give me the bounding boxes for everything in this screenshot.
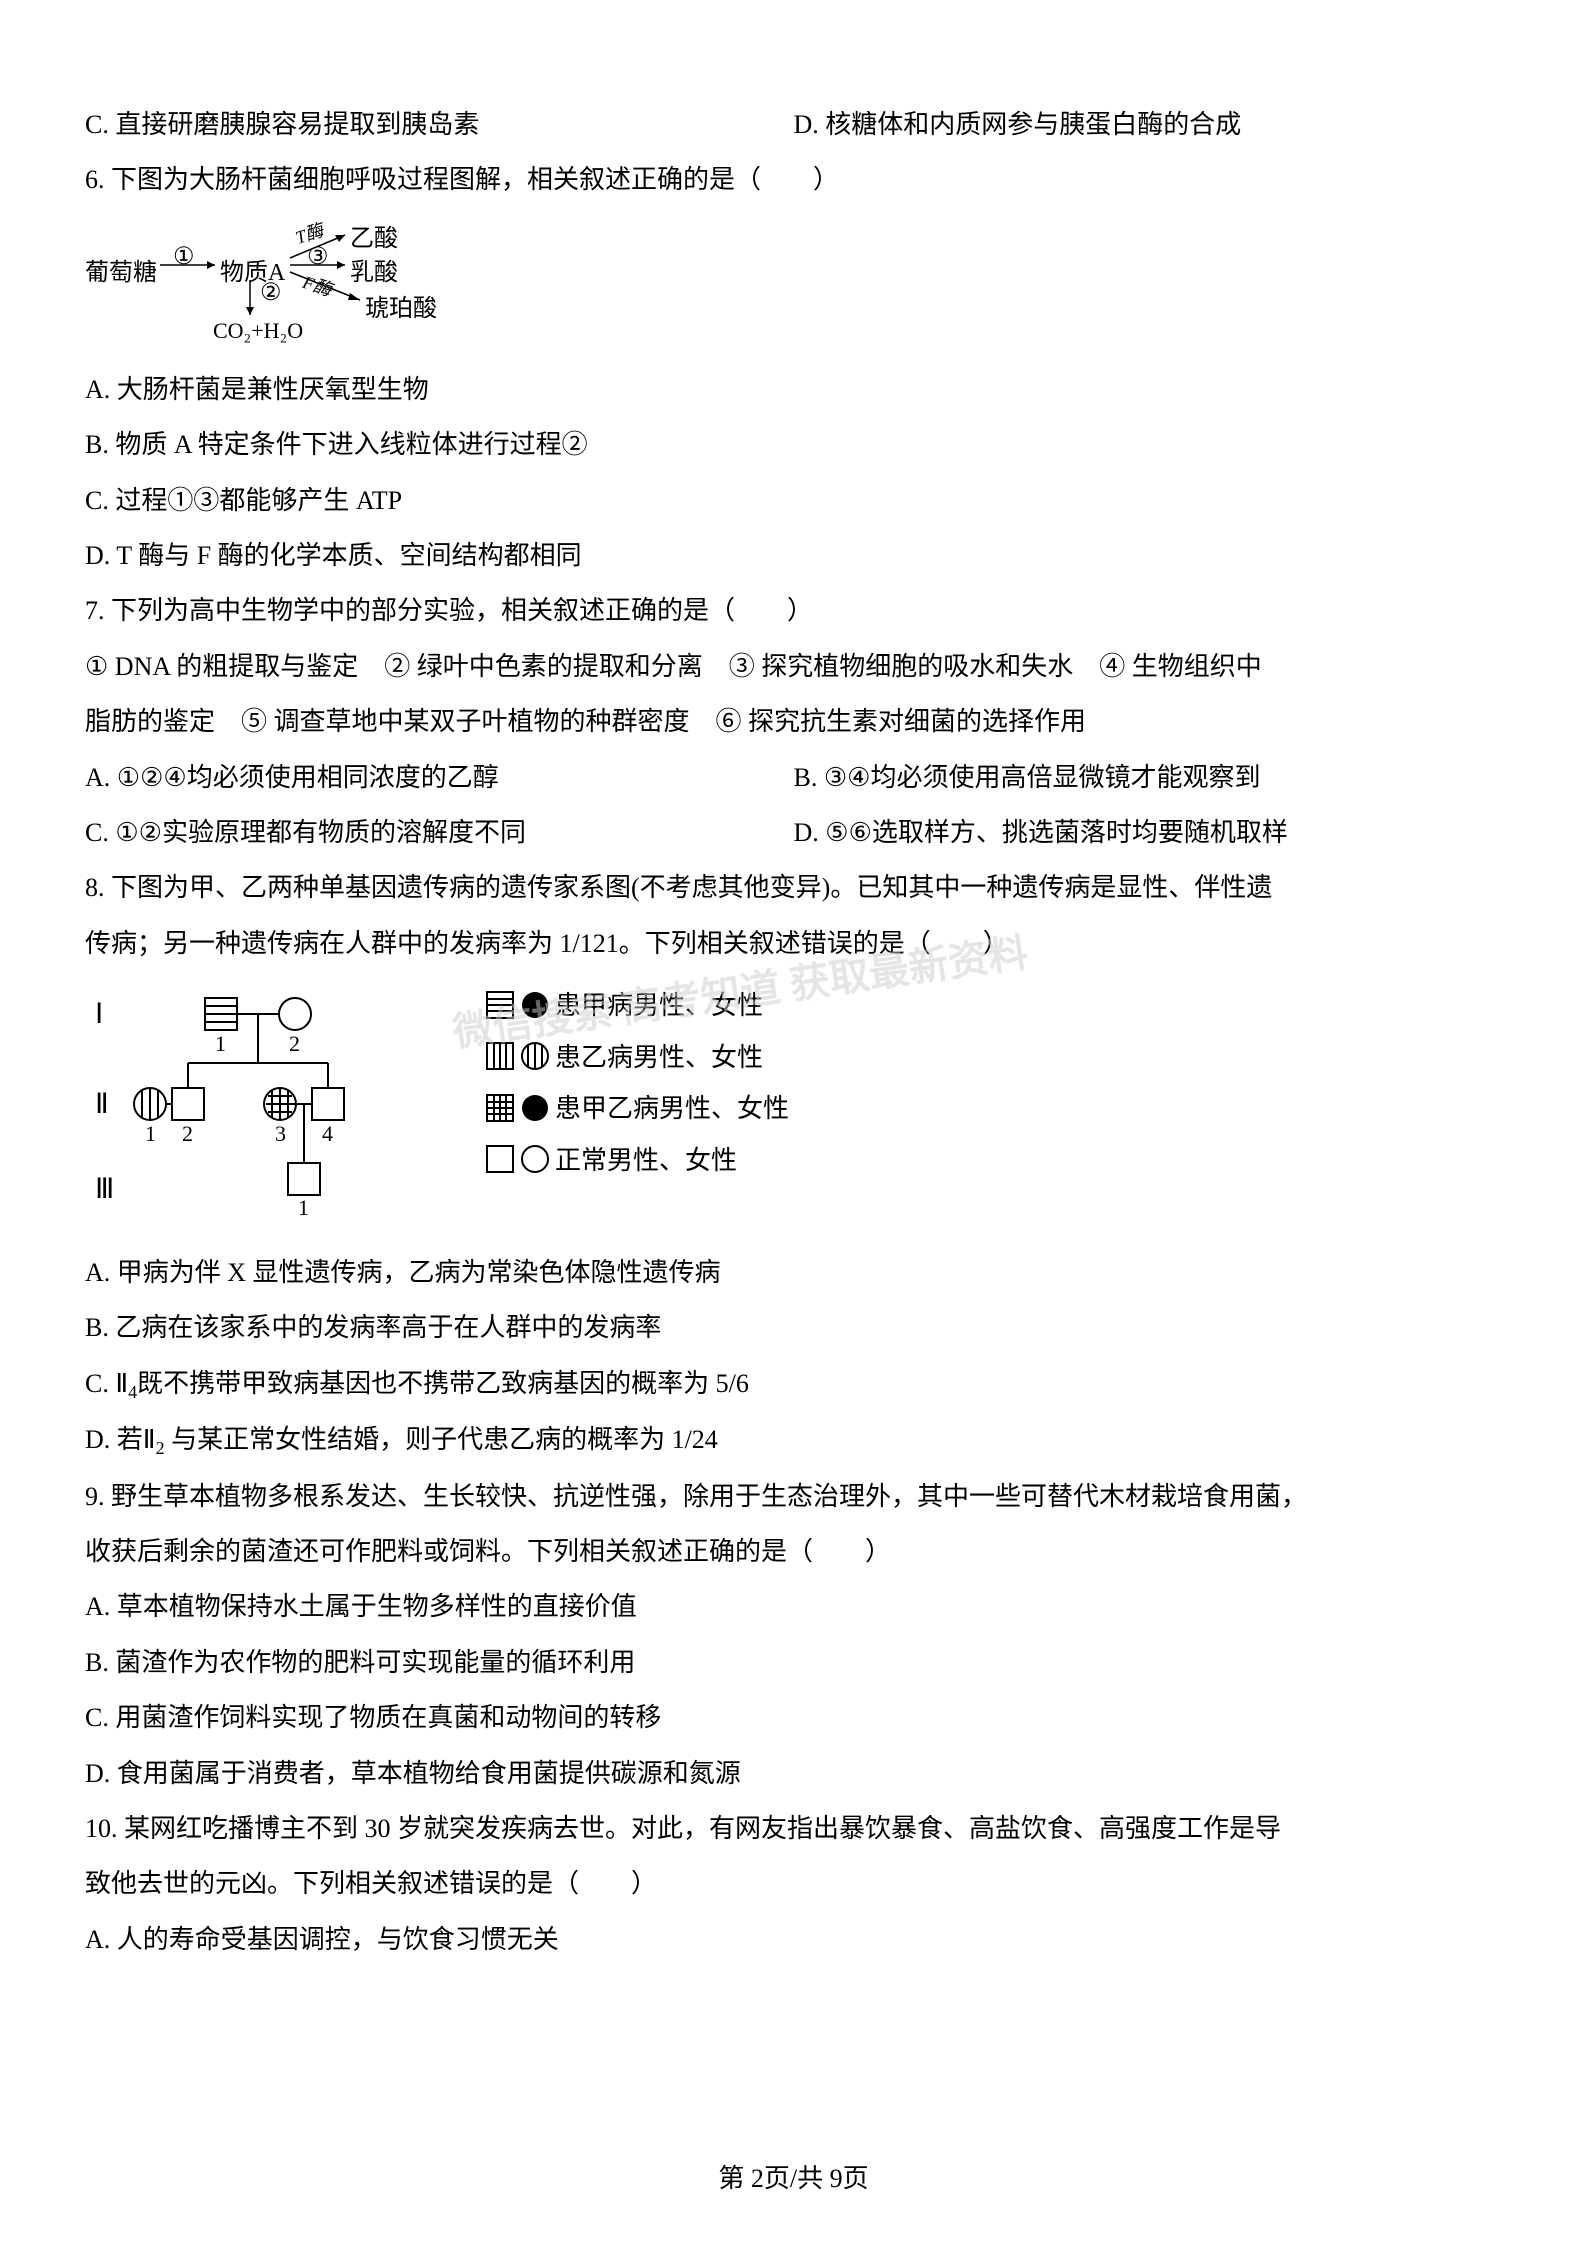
q5-option-c: C. 直接研磨胰腺容易提取到胰岛素 bbox=[85, 100, 794, 149]
q8-legend-sym3 bbox=[485, 1093, 555, 1125]
q8-legend-text2: 患乙病男性、女性 bbox=[555, 1035, 763, 1081]
q8-optc-prefix: C. Ⅱ bbox=[85, 1369, 128, 1398]
q6-ethanol-label: 乙酸 bbox=[350, 218, 398, 253]
q8-optc-sub: 4 bbox=[128, 1382, 137, 1402]
q10-stem1: 10. 某网红吃播博主不到 30 岁就突发疾病去世。对此，有网友指出暴饮暴食、高… bbox=[85, 1804, 1502, 1853]
q8-legend-row3: 患甲乙病男性、女性 bbox=[485, 1086, 789, 1132]
q7-option-a: A. ①②④均必须使用相同浓度的乙醇 bbox=[85, 753, 794, 802]
q8-legend-text4: 正常男性、女性 bbox=[555, 1138, 737, 1184]
q6-lactate-label: 乳酸 bbox=[350, 252, 398, 287]
q7-line2: 脂肪的鉴定 ⑤ 调查草地中某双子叶植物的种群密度 ⑥ 探究抗生素对细菌的选择作用 bbox=[85, 697, 1502, 746]
q6-glucose-label: 葡萄糖 bbox=[85, 252, 157, 287]
q6-option-a: A. 大肠杆菌是兼性厌氧型生物 bbox=[85, 365, 1502, 414]
q8-optd-prefix: D. 若Ⅱ bbox=[85, 1425, 156, 1454]
svg-text:Ⅰ: Ⅰ bbox=[95, 999, 103, 1030]
q6-option-d: D. T 酶与 F 酶的化学本质、空间结构都相同 bbox=[85, 531, 1502, 580]
q8-legend: 患甲病男性、女性 患乙病男性、女性 bbox=[485, 983, 789, 1189]
svg-text:Ⅱ: Ⅱ bbox=[95, 1089, 109, 1120]
q9-option-c: C. 用菌渣作饲料实现了物质在真菌和动物间的转移 bbox=[85, 1693, 1502, 1742]
q8-option-b: B. 乙病在该家系中的发病率高于在人群中的发病率 bbox=[85, 1303, 1502, 1352]
q8-legend-sym2 bbox=[485, 1041, 555, 1073]
q8-optd-suffix: 与某正常女性结婚，则子代患乙病的概率为 1/24 bbox=[165, 1425, 718, 1454]
q8-legend-sym4 bbox=[485, 1144, 555, 1176]
q6-succinate-label: 琥珀酸 bbox=[365, 288, 437, 323]
q9-option-b: B. 菌渣作为农作物的肥料可实现能量的循环利用 bbox=[85, 1638, 1502, 1687]
svg-text:2: 2 bbox=[182, 1121, 193, 1146]
q7-options-ab: A. ①②④均必须使用相同浓度的乙醇 B. ③④均必须使用高倍显微镜才能观察到 bbox=[85, 753, 1502, 802]
q8-option-a: A. 甲病为伴 X 显性遗传病，乙病为常染色体隐性遗传病 bbox=[85, 1248, 1502, 1297]
q8-optc-suffix: 既不携带甲致病基因也不携带乙致病基因的概率为 5/6 bbox=[137, 1369, 749, 1398]
q8-legend-row4: 正常男性、女性 bbox=[485, 1138, 789, 1184]
q10-stem2: 致他去世的元凶。下列相关叙述错误的是（ ） bbox=[85, 1859, 1502, 1908]
page-footer: 第 2页/共 9页 bbox=[0, 2158, 1587, 2195]
q7-option-d: D. ⑤⑥选取样方、挑选菌落时均要随机取样 bbox=[794, 808, 1503, 857]
q5-options-cd: C. 直接研磨胰腺容易提取到胰岛素 D. 核糖体和内质网参与胰蛋白酶的合成 bbox=[85, 100, 1502, 149]
q8-legend-row1: 患甲病男性、女性 bbox=[485, 983, 789, 1029]
svg-text:1: 1 bbox=[215, 1031, 226, 1056]
q8-pedigree-svg: Ⅰ Ⅱ Ⅲ 1 2 1 2 bbox=[85, 983, 455, 1233]
svg-text:4: 4 bbox=[322, 1121, 333, 1146]
q10-option-a: A. 人的寿命受基因调控，与饮食习惯无关 bbox=[85, 1915, 1502, 1964]
q6-step3: ③ bbox=[307, 242, 329, 271]
q8-legend-text3: 患甲乙病男性、女性 bbox=[555, 1086, 789, 1132]
q9-option-d: D. 食用菌属于消费者，草本植物给食用菌提供碳源和氮源 bbox=[85, 1749, 1502, 1798]
q8-optd-sub: 2 bbox=[156, 1438, 165, 1458]
q7-stem: 7. 下列为高中生物学中的部分实验，相关叙述正确的是（ ） bbox=[85, 586, 1502, 635]
q9-stem2: 收获后剩余的菌渣还可作肥料或饲料。下列相关叙述正确的是（ ） bbox=[85, 1527, 1502, 1576]
svg-text:1: 1 bbox=[145, 1121, 156, 1146]
q5-option-d: D. 核糖体和内质网参与胰蛋白酶的合成 bbox=[794, 100, 1503, 149]
q8-option-d: D. 若Ⅱ2 与某正常女性结婚，则子代患乙病的概率为 1/24 bbox=[85, 1415, 1502, 1465]
q8-stem2: 传病；另一种遗传病在人群中的发病率为 1/121。下列相关叙述错误的是（ ） bbox=[85, 919, 1502, 968]
q8-legend-text1: 患甲病男性、女性 bbox=[555, 983, 763, 1029]
q8-option-c: C. Ⅱ4既不携带甲致病基因也不携带乙致病基因的概率为 5/6 bbox=[85, 1359, 1502, 1409]
q8-legend-sym1 bbox=[485, 990, 555, 1022]
q8-pedigree-area: Ⅰ Ⅱ Ⅲ 1 2 1 2 bbox=[85, 983, 1502, 1233]
q6-option-c: C. 过程①③都能够产生 ATP bbox=[85, 476, 1502, 525]
q7-option-c: C. ①②实验原理都有物质的溶解度不同 bbox=[85, 808, 794, 857]
q8-stem1: 8. 下图为甲、乙两种单基因遗传病的遗传家系图(不考虑其他变异)。已知其中一种遗… bbox=[85, 863, 1502, 912]
q6-step2: ② bbox=[260, 278, 282, 307]
q6-step1: ① bbox=[173, 242, 195, 271]
q9-option-a: A. 草本植物保持水土属于生物多样性的直接价值 bbox=[85, 1582, 1502, 1631]
q6-stem: 6. 下图为大肠杆菌细胞呼吸过程图解，相关叙述正确的是（ ） bbox=[85, 155, 1502, 204]
q7-option-b: B. ③④均必须使用高倍显微镜才能观察到 bbox=[794, 753, 1503, 802]
q6-co2h2o-label: CO₂+H₂O bbox=[213, 318, 303, 344]
q8-legend-row2: 患乙病男性、女性 bbox=[485, 1035, 789, 1081]
q6-option-b: B. 物质 A 特定条件下进入线粒体进行过程② bbox=[85, 420, 1502, 469]
svg-text:3: 3 bbox=[275, 1121, 286, 1146]
svg-text:2: 2 bbox=[289, 1031, 300, 1056]
svg-text:Ⅲ: Ⅲ bbox=[95, 1174, 114, 1205]
q6-diagram: 葡萄糖 ① 物质A ② CO₂+H₂O T酶 ③ F酶 乙酸 乳酸 琥珀酸 bbox=[85, 220, 505, 350]
svg-text:1: 1 bbox=[298, 1195, 309, 1220]
q7-options-cd: C. ①②实验原理都有物质的溶解度不同 D. ⑤⑥选取样方、挑选菌落时均要随机取… bbox=[85, 808, 1502, 857]
q9-stem1: 9. 野生草本植物多根系发达、生长较快、抗逆性强，除用于生态治理外，其中一些可替… bbox=[85, 1472, 1502, 1521]
q7-line1: ① DNA 的粗提取与鉴定 ② 绿叶中色素的提取和分离 ③ 探究植物细胞的吸水和… bbox=[85, 642, 1502, 691]
